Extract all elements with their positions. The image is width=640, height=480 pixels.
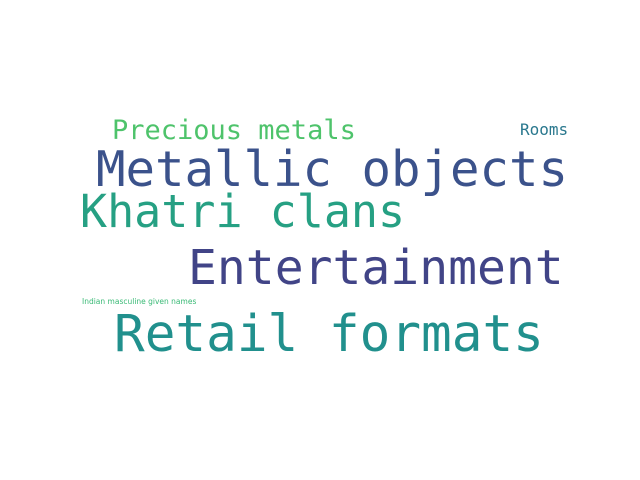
word-precious-metals: Precious metals <box>112 115 356 146</box>
word-khatri-clans: Khatri clans <box>80 185 406 238</box>
word-rooms: Rooms <box>520 120 569 139</box>
word-metallic-objects: Metallic objects <box>96 141 569 198</box>
word-entertainment: Entertainment <box>188 240 564 296</box>
word-indian-masculine-given-names: Indian masculine given names <box>82 297 197 306</box>
word-retail-formats: Retail formats <box>114 305 544 364</box>
